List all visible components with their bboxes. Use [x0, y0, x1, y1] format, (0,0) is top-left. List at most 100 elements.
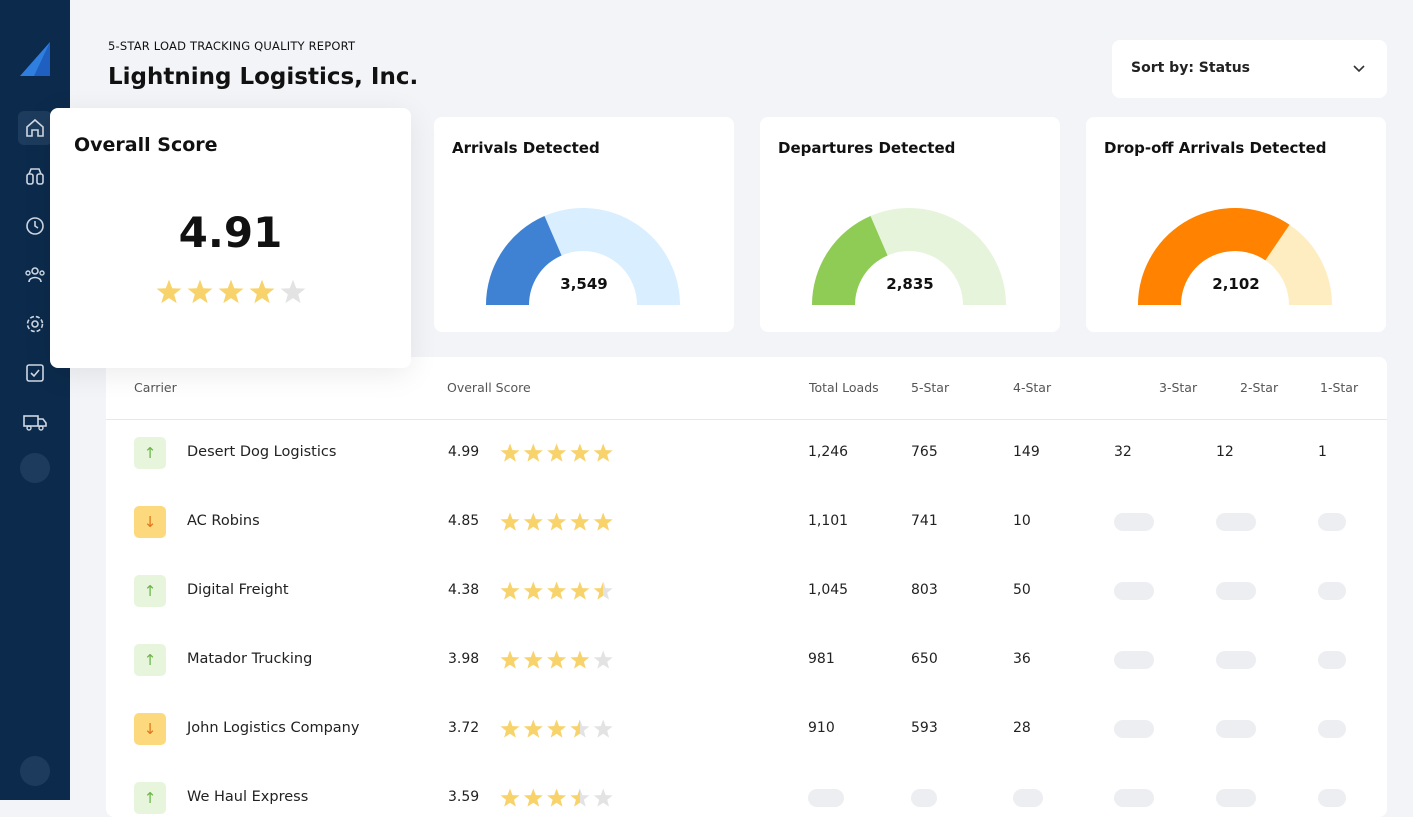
star	[547, 512, 567, 531]
star	[523, 719, 543, 738]
placeholder	[1114, 651, 1154, 669]
star-shape	[500, 788, 520, 807]
star	[547, 719, 567, 738]
placeholder	[1216, 513, 1256, 531]
star	[523, 650, 543, 669]
column-header: Carrier	[134, 380, 177, 395]
star	[187, 279, 213, 304]
gauge-fill	[812, 215, 888, 305]
star-shape	[218, 279, 244, 304]
star-shape	[249, 279, 275, 304]
column-header: 5-Star	[911, 380, 950, 395]
user-avatar[interactable]	[20, 756, 50, 786]
placeholder	[1318, 651, 1346, 669]
star-rating	[500, 788, 613, 807]
row-stars	[500, 788, 613, 812]
star-shape	[523, 581, 543, 600]
star	[156, 279, 182, 304]
star	[570, 719, 590, 738]
overall-score: 4.91	[178, 208, 283, 257]
star	[570, 788, 590, 807]
sort-dropdown[interactable]: Sort by: Status	[1112, 40, 1387, 98]
star	[570, 512, 590, 531]
star	[500, 581, 520, 600]
chevron	[1353, 65, 1365, 73]
row-stars	[500, 581, 613, 605]
overall-stars	[156, 279, 306, 309]
placeholder	[1216, 789, 1256, 807]
cell-value: 593	[911, 720, 938, 736]
nav-fleet[interactable]	[18, 405, 52, 439]
star-rating	[500, 650, 613, 669]
gauge	[1138, 207, 1332, 305]
row-stars	[500, 512, 613, 536]
placeholder	[1216, 651, 1256, 669]
gauge-card: Arrivals Detected 3,549	[434, 117, 734, 332]
star	[570, 581, 590, 600]
star-shape	[523, 512, 543, 531]
carrier-name: Matador Trucking	[187, 651, 313, 667]
carrier-name: John Logistics Company	[187, 720, 360, 736]
star	[523, 581, 543, 600]
star	[500, 788, 520, 807]
cell-value: 149	[1013, 444, 1040, 460]
placeholder	[1318, 582, 1346, 600]
cell-value: 50	[1013, 582, 1031, 598]
placeholder	[808, 789, 844, 807]
gauge-card: Drop-off Arrivals Detected 2,102	[1086, 117, 1386, 332]
nav-history[interactable]	[18, 209, 52, 243]
gauge-title: Arrivals Detected	[452, 139, 600, 157]
cell-value: 32	[1114, 444, 1132, 460]
gauge-fill	[1138, 207, 1290, 305]
star	[593, 581, 613, 600]
star	[547, 581, 567, 600]
cell-value: 3.59	[448, 789, 480, 805]
star-shape	[280, 279, 306, 304]
cell-value: 4.99	[448, 444, 480, 460]
placeholder	[1114, 789, 1154, 807]
star-shape	[570, 443, 590, 462]
nav-explore[interactable]	[18, 160, 52, 194]
report-title: Lightning Logistics, Inc.	[108, 64, 419, 90]
star-shape	[570, 650, 590, 669]
star-shape	[500, 512, 520, 531]
star-shape	[547, 443, 567, 462]
star	[500, 650, 520, 669]
nav-avatar[interactable]	[20, 453, 50, 483]
cell-value: 10	[1013, 513, 1031, 529]
star	[547, 650, 567, 669]
star-rating	[156, 279, 306, 304]
placeholder	[1216, 720, 1256, 738]
star-shape	[570, 788, 590, 807]
star	[593, 788, 613, 807]
cell-value: 981	[808, 651, 835, 667]
nav-settings[interactable]	[18, 307, 52, 341]
cell-value: 1,246	[808, 444, 849, 460]
star-shape	[547, 512, 567, 531]
star-shape	[593, 719, 613, 738]
star-shape	[547, 650, 567, 669]
cell-value: 650	[911, 651, 938, 667]
carrier-name: AC Robins	[187, 513, 260, 529]
placeholder	[1318, 720, 1346, 738]
cell-value: 910	[808, 720, 835, 736]
placeholder	[911, 789, 937, 807]
nav-tasks[interactable]	[18, 356, 52, 390]
star-shape	[156, 279, 182, 304]
cell-value: 36	[1013, 651, 1031, 667]
cell-value: 3.72	[448, 720, 480, 736]
carrier-name: Desert Dog Logistics	[187, 444, 337, 460]
star	[523, 788, 543, 807]
nav-home[interactable]	[18, 111, 52, 145]
cell-value: 3.98	[448, 651, 480, 667]
cell-value: 1,101	[808, 513, 849, 529]
trend-up: ↑	[134, 575, 166, 607]
overall-label: Overall Score	[74, 134, 218, 156]
nav-team[interactable]	[18, 258, 52, 292]
cell-value: 803	[911, 582, 938, 598]
star-shape	[593, 443, 613, 462]
cell-value: 1	[1318, 444, 1327, 460]
star-shape	[593, 581, 613, 600]
placeholder	[1114, 582, 1154, 600]
placeholder	[1114, 513, 1154, 531]
